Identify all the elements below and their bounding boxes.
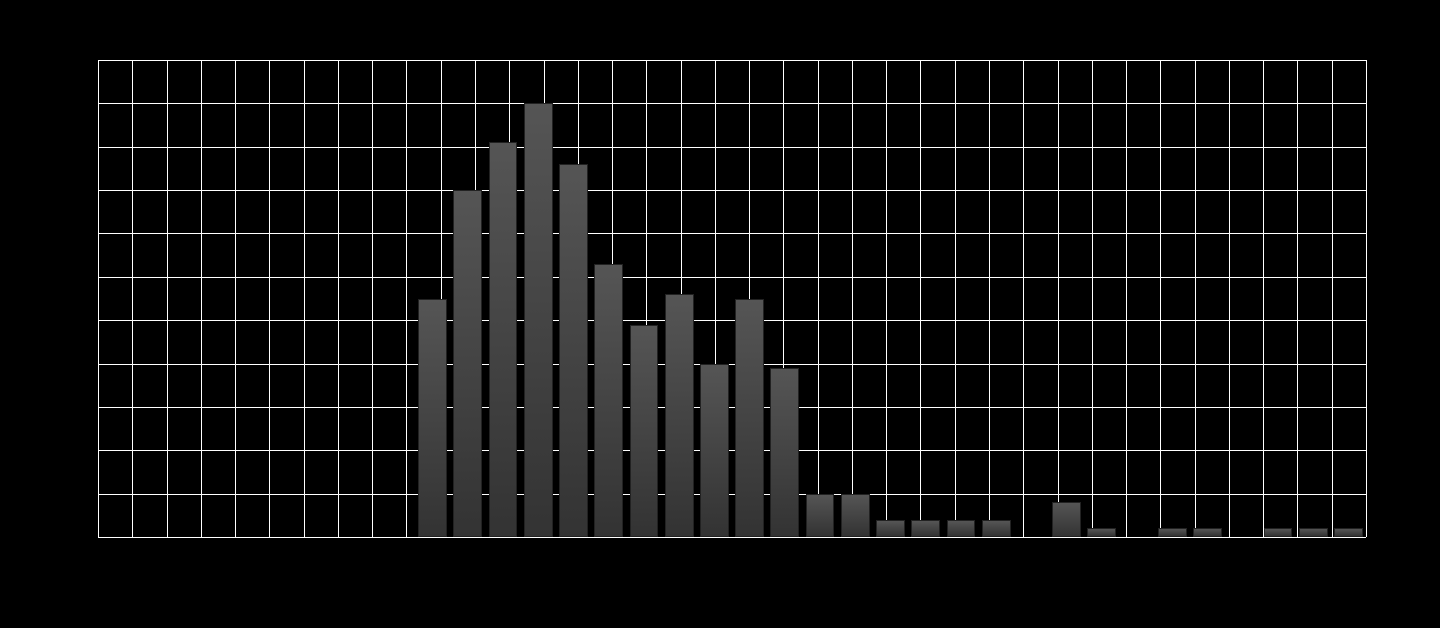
grid-col xyxy=(235,60,236,537)
grid-col xyxy=(338,60,339,537)
histogram-bar xyxy=(630,325,659,537)
histogram-bar xyxy=(665,294,694,537)
histogram-bar xyxy=(1087,528,1116,537)
histogram-bar xyxy=(489,142,518,537)
histogram-bar xyxy=(453,190,482,537)
histogram-bar xyxy=(418,299,447,538)
grid-col xyxy=(989,60,990,537)
grid-row xyxy=(98,494,1366,495)
histogram-bar xyxy=(1299,528,1328,537)
grid-col xyxy=(1195,60,1196,537)
histogram-bar xyxy=(982,520,1011,537)
grid-col xyxy=(1263,60,1264,537)
histogram-bar xyxy=(524,103,553,537)
histogram-bar xyxy=(1052,502,1081,537)
grid-col xyxy=(98,60,99,537)
grid-col xyxy=(132,60,133,537)
grid-row xyxy=(98,147,1366,148)
histogram-bar xyxy=(559,164,588,537)
grid-col xyxy=(1092,60,1093,537)
grid-col xyxy=(304,60,305,537)
grid-col xyxy=(372,60,373,537)
histogram-bar xyxy=(770,368,799,537)
grid-col xyxy=(1297,60,1298,537)
histogram-bar xyxy=(876,520,905,537)
grid-row xyxy=(98,233,1366,234)
grid-col xyxy=(1160,60,1161,537)
grid-row xyxy=(98,60,1366,61)
grid-row xyxy=(98,364,1366,365)
histogram-bar xyxy=(1334,528,1363,537)
grid-col xyxy=(167,60,168,537)
histogram-bar xyxy=(735,299,764,538)
grid-row xyxy=(98,450,1366,451)
grid-col xyxy=(406,60,407,537)
plot-area xyxy=(98,60,1366,537)
grid-col xyxy=(1332,60,1333,537)
grid-col xyxy=(852,60,853,537)
grid-col xyxy=(1126,60,1127,537)
grid-col xyxy=(955,60,956,537)
grid-row xyxy=(98,320,1366,321)
histogram-bar xyxy=(947,520,976,537)
grid-col xyxy=(1058,60,1059,537)
histogram-bar xyxy=(700,364,729,537)
histogram-bar xyxy=(1264,528,1293,537)
grid-col xyxy=(201,60,202,537)
grid-row xyxy=(98,103,1366,104)
grid-row xyxy=(98,407,1366,408)
grid-row xyxy=(98,190,1366,191)
histogram-bar xyxy=(911,520,940,537)
histogram-bar xyxy=(1158,528,1187,537)
grid-col xyxy=(269,60,270,537)
grid-col xyxy=(920,60,921,537)
grid-col xyxy=(1366,60,1367,537)
histogram-bar xyxy=(594,264,623,537)
histogram-bar xyxy=(1193,528,1222,537)
grid-row xyxy=(98,537,1366,538)
grid-col xyxy=(886,60,887,537)
grid-col xyxy=(1023,60,1024,537)
histogram-bar xyxy=(806,494,835,537)
grid-row xyxy=(98,277,1366,278)
grid-col xyxy=(818,60,819,537)
histogram-bar xyxy=(841,494,870,537)
grid-col xyxy=(1229,60,1230,537)
